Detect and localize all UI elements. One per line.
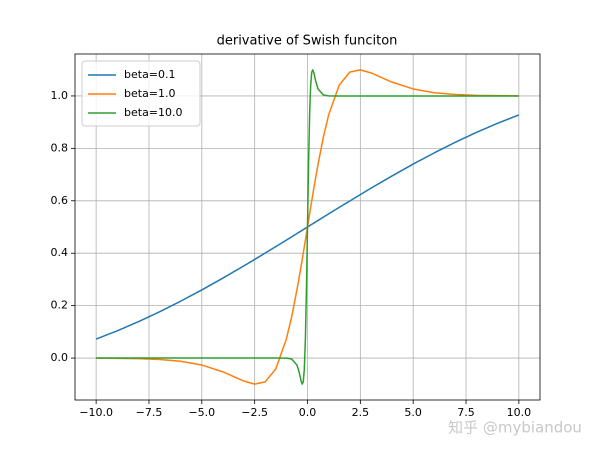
watermark: 知乎 @mybiandou [448, 419, 582, 437]
line-series [96, 69, 519, 385]
y-tick-label: 0.4 [51, 246, 69, 259]
x-tick-label: 0.0 [299, 406, 317, 419]
y-tick-label: 0.8 [51, 141, 69, 154]
legend: beta=0.1 beta=1.0 beta=10.0 [81, 60, 201, 127]
x-tick-label: −5.0 [188, 406, 215, 419]
chart-title: derivative of Swish funciton [217, 34, 398, 49]
y-tick-label: 1.0 [51, 89, 69, 102]
x-tick-label: −7.5 [136, 406, 163, 419]
y-tick-label: 0.0 [51, 351, 69, 364]
y-tick-label: 0.6 [51, 194, 69, 207]
x-tick-label: −10.0 [79, 406, 113, 419]
x-tick-label: 5.0 [404, 406, 422, 419]
legend-label: beta=10.0 [124, 106, 183, 119]
x-tick-label: 10.0 [507, 406, 532, 419]
axes-frame [74, 53, 541, 401]
x-tick-label: 2.5 [352, 406, 370, 419]
y-tick-label: 0.2 [51, 299, 69, 312]
legend-box [81, 60, 201, 127]
x-tick-label: 7.5 [457, 406, 475, 419]
legend-label: beta=1.0 [124, 87, 176, 100]
x-tick-label: −2.5 [241, 406, 268, 419]
legend-label: beta=0.1 [124, 68, 176, 81]
